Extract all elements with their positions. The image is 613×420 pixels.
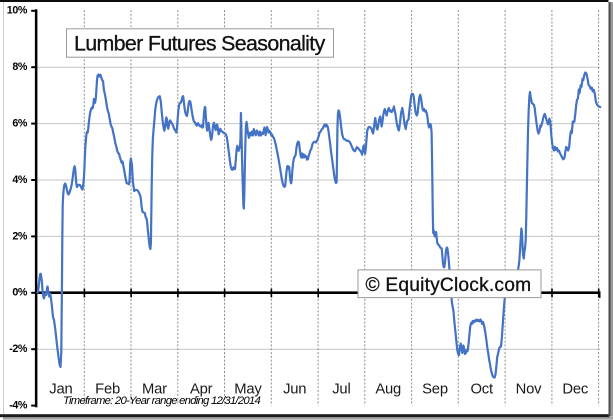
svg-text:Jan: Jan <box>49 382 72 398</box>
svg-text:4%: 4% <box>12 174 28 186</box>
svg-text:8%: 8% <box>12 61 28 73</box>
svg-text:Jun: Jun <box>283 382 306 398</box>
svg-text:Mar: Mar <box>142 382 167 398</box>
svg-text:Aug: Aug <box>375 382 401 398</box>
svg-text:10%: 10% <box>7 5 28 17</box>
svg-text:May: May <box>234 382 262 398</box>
svg-text:Timeframe: 20-Year range endin: Timeframe: 20-Year range ending 12/31/20… <box>63 395 260 407</box>
svg-text:Jul: Jul <box>332 382 350 398</box>
svg-text:© EquityClock.com: © EquityClock.com <box>366 275 532 296</box>
svg-text:Sep: Sep <box>422 382 448 398</box>
svg-text:Feb: Feb <box>95 382 120 398</box>
svg-text:Dec: Dec <box>562 382 589 398</box>
svg-text:-2%: -2% <box>9 343 28 355</box>
svg-text:Apr: Apr <box>190 382 213 398</box>
svg-text:Oct: Oct <box>470 382 493 398</box>
svg-text:6%: 6% <box>12 118 28 130</box>
svg-text:Lumber Futures Seasonality: Lumber Futures Seasonality <box>74 32 326 56</box>
svg-text:0%: 0% <box>12 287 28 299</box>
svg-text:Nov: Nov <box>516 382 543 398</box>
svg-text:2%: 2% <box>12 230 28 242</box>
svg-text:-4%: -4% <box>9 400 28 412</box>
